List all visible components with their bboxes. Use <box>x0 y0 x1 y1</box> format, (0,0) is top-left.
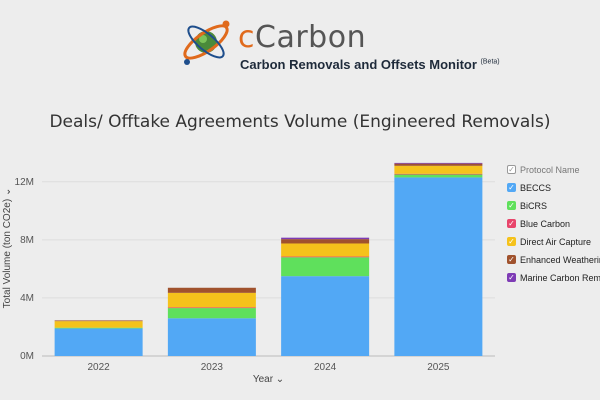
legend-title-text: Protocol Name <box>520 164 580 175</box>
bars-layer <box>54 162 483 356</box>
bar-segment[interactable] <box>54 328 143 356</box>
legend-swatch-check-icon[interactable]: ✓ <box>507 201 516 210</box>
ccarbon-logo-icon <box>183 20 230 65</box>
app-header: cCarbon Carbon Removals and Offsets Moni… <box>0 0 600 85</box>
bar-segment[interactable] <box>281 243 370 257</box>
legend: ✓ Protocol Name ✓ BECCS ✓ BiCRS ✓ Blue Carbon… <box>507 162 600 288</box>
bar-segment[interactable] <box>281 239 370 244</box>
bar-segment[interactable] <box>54 327 143 329</box>
bar-segment[interactable] <box>167 307 256 309</box>
legend-item[interactable]: ✓ Marine Carbon Removal <box>507 270 600 285</box>
bar-segment[interactable] <box>281 256 370 258</box>
bar-segment[interactable] <box>394 162 483 164</box>
legend-label: Blue Carbon <box>520 218 571 229</box>
legend-title[interactable]: ✓ Protocol Name <box>507 162 600 177</box>
bar-segment[interactable] <box>54 321 143 328</box>
bar-segment[interactable] <box>394 165 483 174</box>
legend-toggle-all-icon[interactable]: ✓ <box>507 165 516 174</box>
bar-segment[interactable] <box>54 320 143 322</box>
x-axis-ticks: 2022 2023 2024 2025 <box>88 362 450 373</box>
x-tick-label: 2022 <box>88 362 111 373</box>
bar-segment[interactable] <box>167 292 256 308</box>
x-tick-label: 2024 <box>314 362 337 373</box>
legend-label: Marine Carbon Removal <box>520 272 600 283</box>
bar-segment[interactable] <box>281 276 370 356</box>
legend-swatch-check-icon[interactable]: ✓ <box>507 183 516 192</box>
brand-main: Carbon <box>255 20 367 55</box>
x-tick-label: 2025 <box>427 362 450 373</box>
chart-title: Deals/ Offtake Agreements Volume (Engine… <box>49 112 551 132</box>
legend-label: BECCS <box>520 182 552 193</box>
beta-badge: (Beta) <box>480 58 500 66</box>
brand-subtitle-text: Carbon Removals and Offsets Monitor <box>240 57 477 72</box>
legend-item[interactable]: ✓ Enhanced Weathering <box>507 252 600 267</box>
x-tick-label: 2023 <box>201 362 224 373</box>
bar-segment[interactable] <box>167 287 256 293</box>
legend-item[interactable]: ✓ Blue Carbon <box>507 216 600 231</box>
y-axis-title[interactable]: Total Volume (ton CO2e) ⌄ <box>2 188 13 309</box>
legend-label: BiCRS <box>520 200 548 211</box>
y-tick-label: 4M <box>20 293 34 304</box>
bar-segment[interactable] <box>167 318 256 356</box>
legend-item[interactable]: ✓ BECCS <box>507 180 600 195</box>
legend-swatch-check-icon[interactable]: ✓ <box>507 219 516 228</box>
legend-swatch-check-icon[interactable]: ✓ <box>507 237 516 246</box>
bar-segment[interactable] <box>281 257 370 277</box>
y-tick-label: 12M <box>15 177 34 188</box>
legend-label: Direct Air Capture <box>520 236 592 247</box>
bar-segment[interactable] <box>394 173 483 175</box>
x-axis-title[interactable]: Year ⌄ <box>253 374 284 385</box>
legend-label: Enhanced Weathering <box>520 254 600 265</box>
bar-segment[interactable] <box>281 237 370 240</box>
legend-swatch-check-icon[interactable]: ✓ <box>507 255 516 264</box>
legend-item[interactable]: ✓ Direct Air Capture <box>507 234 600 249</box>
bar-segment[interactable] <box>394 177 483 356</box>
legend-item[interactable]: ✓ BiCRS <box>507 198 600 213</box>
legend-items: ✓ BECCS ✓ BiCRS ✓ Blue Carbon ✓ Direct Air Capt… <box>507 180 600 285</box>
legend-swatch-check-icon[interactable]: ✓ <box>507 273 516 282</box>
bar-segment[interactable] <box>394 174 483 178</box>
y-tick-label: 0M <box>20 351 34 362</box>
brand-name: cCarbon <box>238 20 366 55</box>
bar-segment[interactable] <box>167 308 256 319</box>
bar-segment[interactable] <box>394 163 483 166</box>
y-axis-ticks: 0M 4M 8M 12M <box>15 177 34 362</box>
brand-subtitle: Carbon Removals and Offsets Monitor (Bet… <box>240 57 500 72</box>
y-tick-label: 8M <box>20 235 34 246</box>
brand-prefix: c <box>238 20 255 55</box>
